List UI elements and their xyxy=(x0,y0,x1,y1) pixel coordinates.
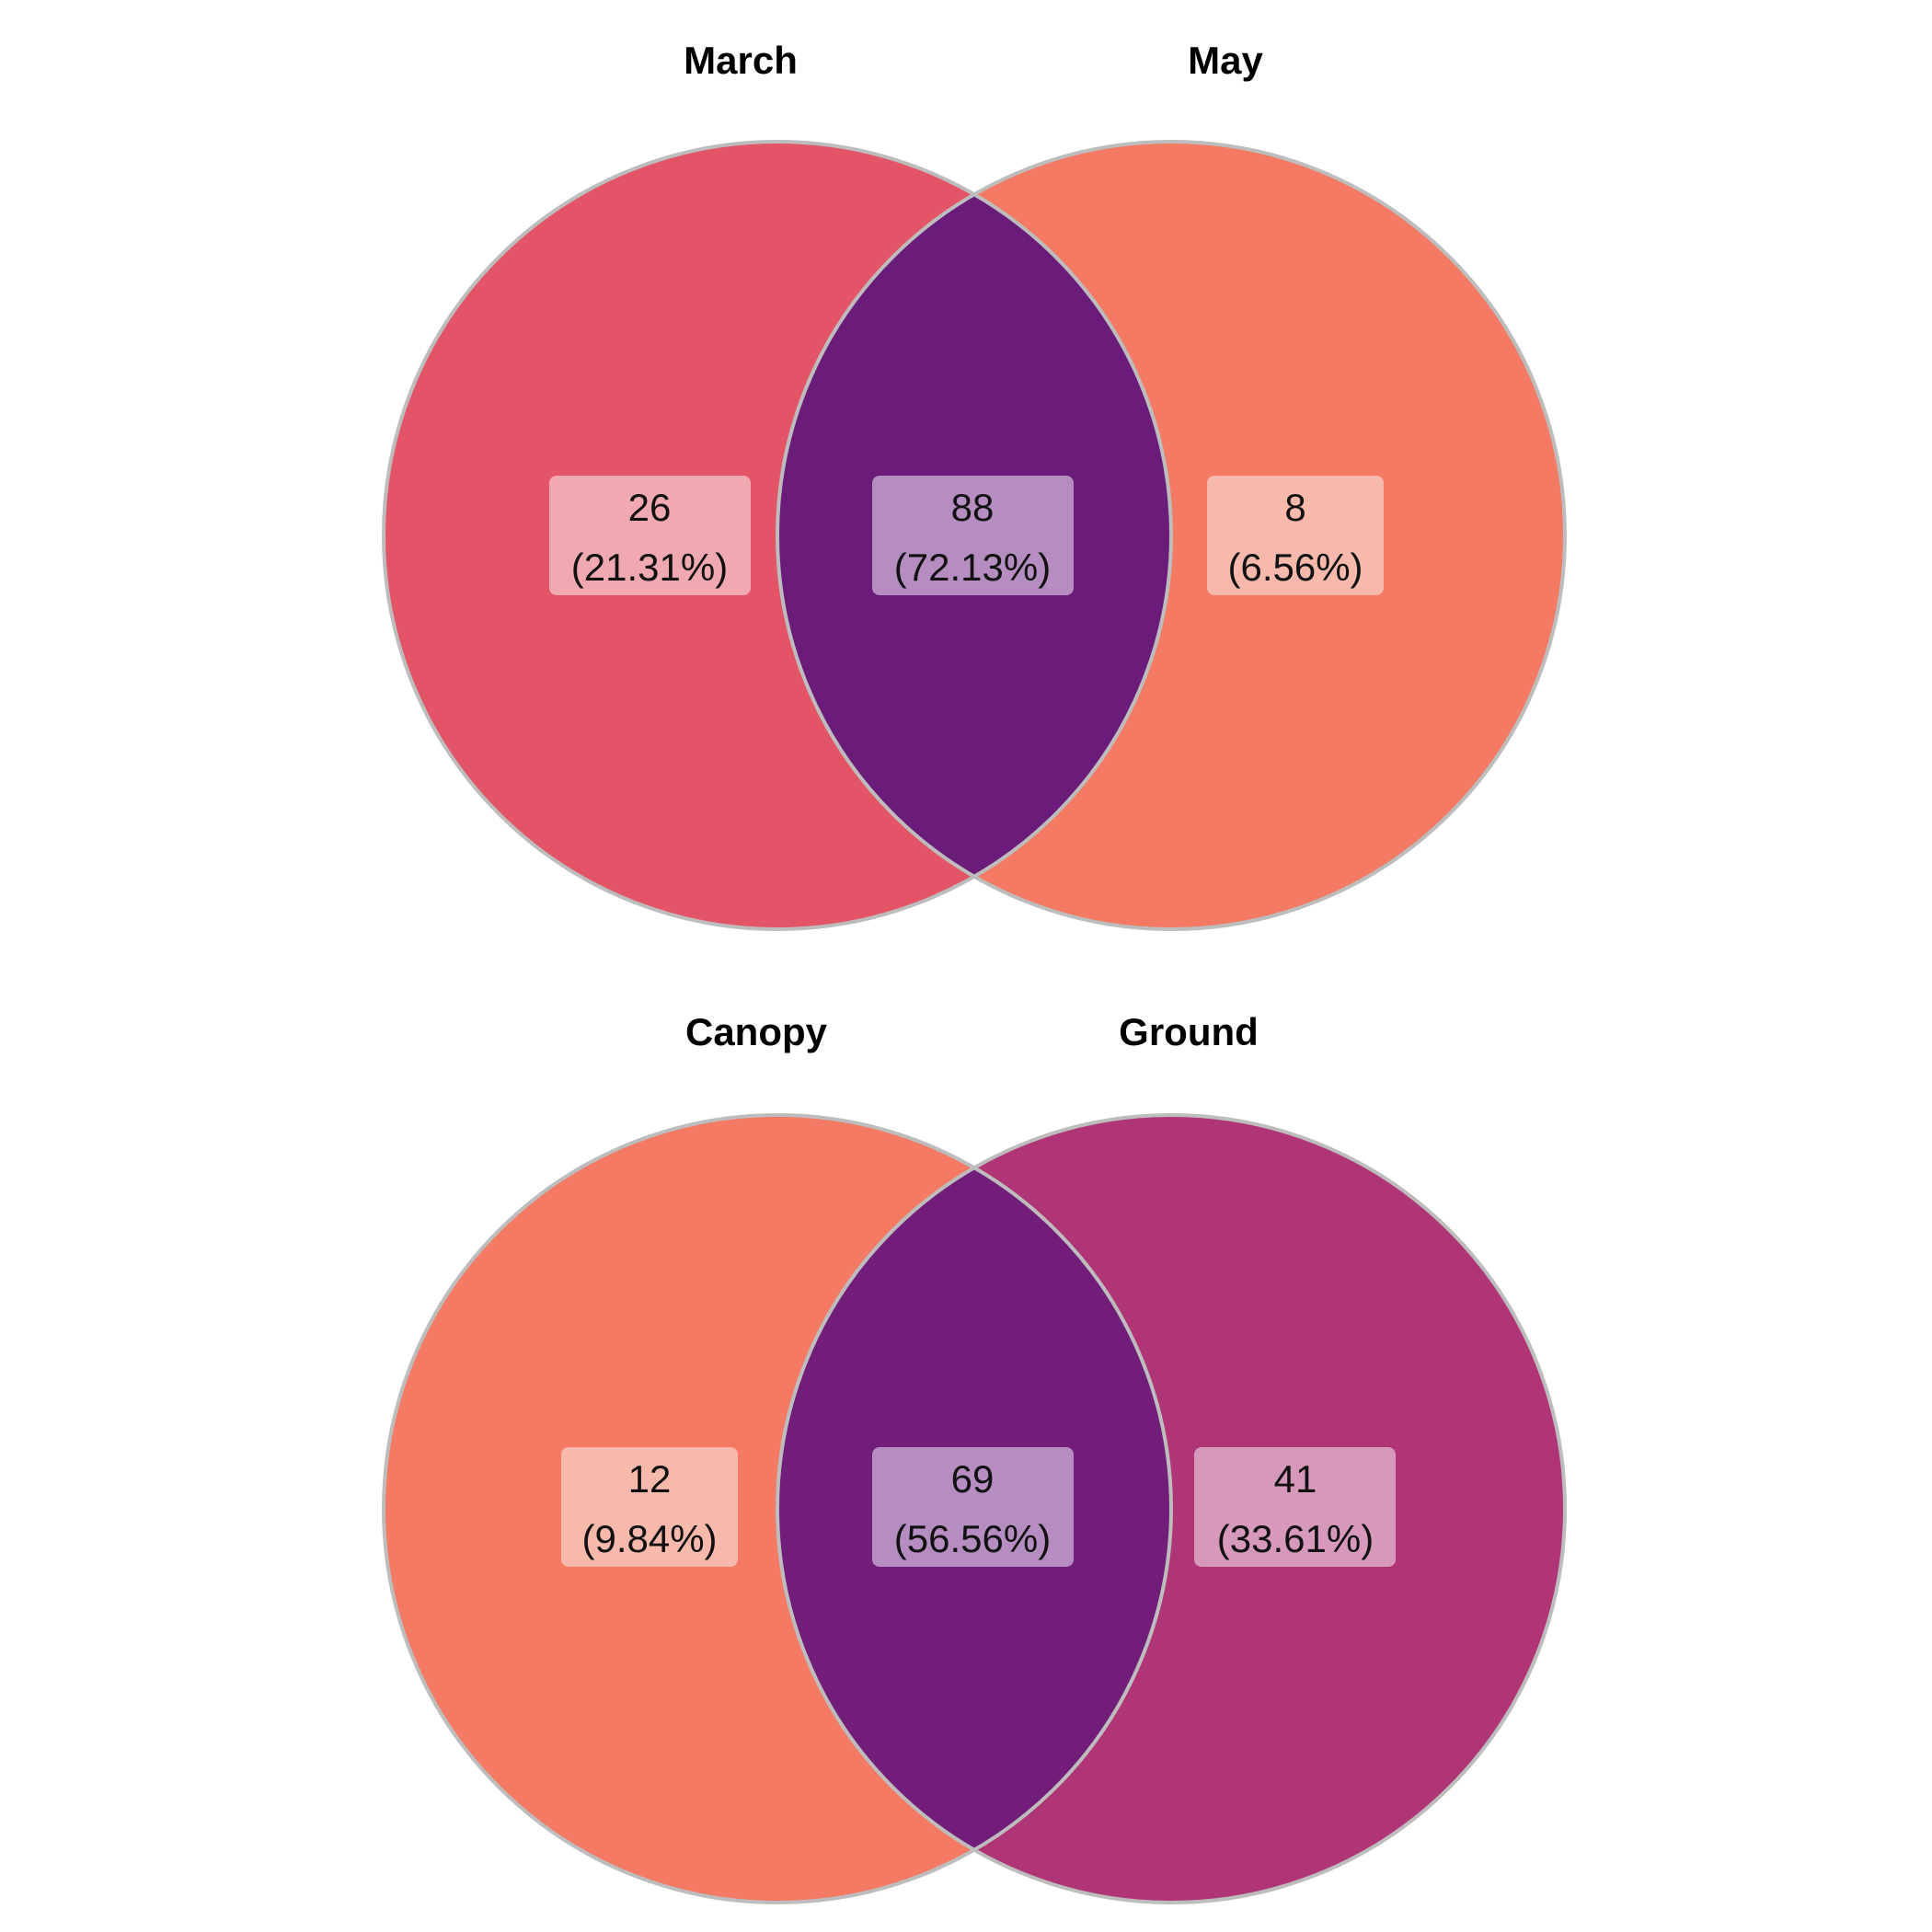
region-count: 26 xyxy=(628,486,672,529)
set-title-march: March xyxy=(684,39,798,82)
region-percent: (21.31%) xyxy=(571,546,728,589)
region-label-canopy-only: 12 (9.84%) xyxy=(561,1447,738,1567)
region-label-march-may: 88 (72.13%) xyxy=(872,476,1074,595)
region-label-canopy-ground: 69 (56.56%) xyxy=(872,1447,1074,1567)
label-box xyxy=(561,1447,738,1567)
region-percent: (33.61%) xyxy=(1217,1517,1374,1560)
region-label-ground-only: 41 (33.61%) xyxy=(1194,1447,1396,1567)
outline-ground xyxy=(776,1113,1567,1904)
region-count: 41 xyxy=(1274,1457,1317,1501)
venn-march-may: March May 26 (21.31%) 88 (72.13%) 8 (6.5… xyxy=(382,39,1567,931)
region-count: 8 xyxy=(1284,486,1305,529)
region-count: 88 xyxy=(951,486,995,529)
region-percent: (9.84%) xyxy=(581,1517,717,1560)
intersection-canopy-ground xyxy=(777,1115,1171,1903)
region-percent: (56.56%) xyxy=(894,1517,1051,1560)
region-label-may-only: 8 (6.56%) xyxy=(1207,476,1384,595)
region-count: 69 xyxy=(951,1457,995,1501)
set-title-may: May xyxy=(1188,39,1263,82)
label-box xyxy=(872,1447,1074,1567)
label-box xyxy=(1207,476,1384,595)
label-box xyxy=(1194,1447,1396,1567)
label-box xyxy=(872,476,1074,595)
set-title-canopy: Canopy xyxy=(685,1010,828,1053)
region-percent: (72.13%) xyxy=(894,546,1051,589)
region-label-march-only: 26 (21.31%) xyxy=(549,476,751,595)
region-count: 12 xyxy=(628,1457,672,1501)
venn-canopy-ground: Canopy Ground 12 (9.84%) 69 (56.56%) 41 … xyxy=(382,1010,1567,1904)
outline-may xyxy=(776,140,1567,931)
intersection-march-may xyxy=(777,142,1171,929)
region-percent: (6.56%) xyxy=(1227,546,1363,589)
set-title-ground: Ground xyxy=(1119,1010,1259,1053)
outline-canopy xyxy=(382,1113,1173,1904)
label-box xyxy=(549,476,751,595)
outline-march xyxy=(382,140,1173,931)
